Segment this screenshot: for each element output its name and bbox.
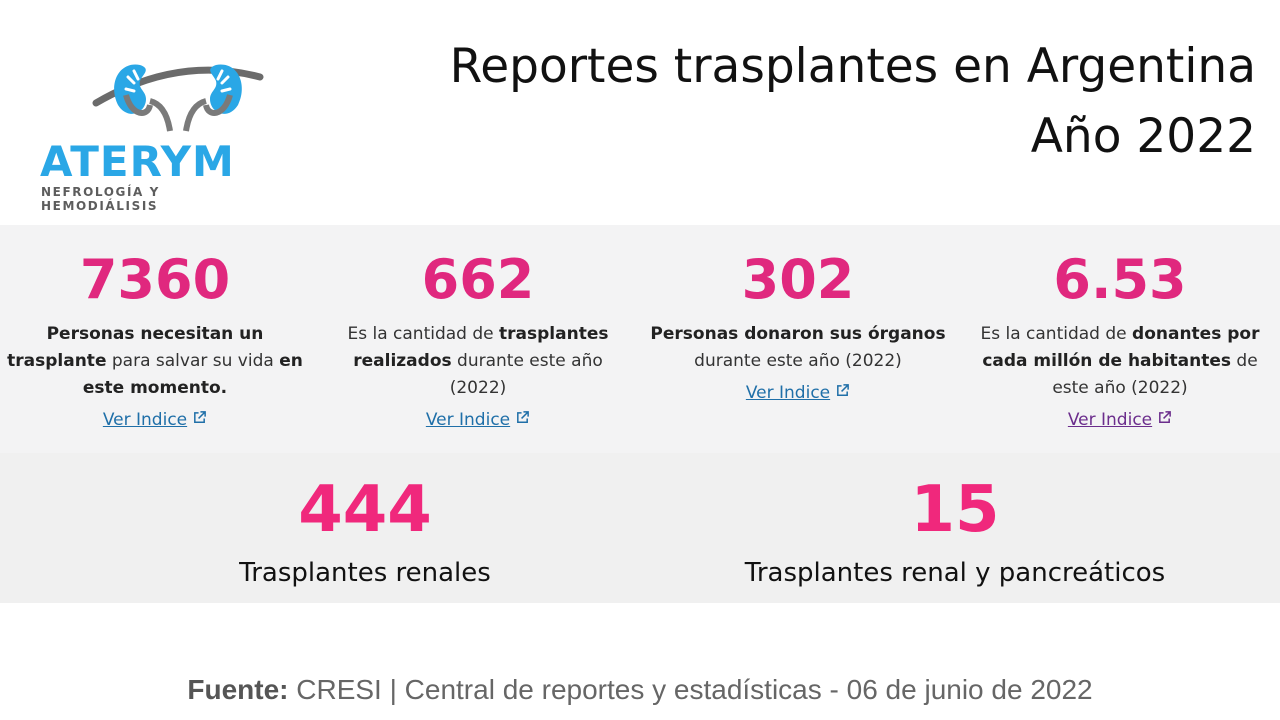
page-title: Reportes trasplantes en Argentina Año 20… [450, 32, 1256, 172]
ver-indice-link[interactable]: Ver Indice [103, 410, 207, 430]
source-footer: Fuente: CRESI | Central de reportes y es… [0, 674, 1280, 706]
external-link-icon [835, 383, 850, 403]
highlights-band [0, 453, 1280, 603]
stat-value: 302 [741, 248, 855, 311]
ver-indice-link[interactable]: Ver Indice [746, 383, 850, 403]
stat-card-transplants: 662 Es la cantidad de trasplantes realiz… [328, 245, 628, 430]
stat-card-patients: 7360 Personas necesitan un trasplante pa… [5, 245, 305, 430]
ver-indice-link[interactable]: Ver Indice [1068, 410, 1172, 430]
highlight-renal-pancreatic: 15 Trasplantes renal y pancreáticos [700, 470, 1210, 588]
title-line-2: Año 2022 [1030, 109, 1256, 164]
highlight-value: 444 [298, 473, 432, 547]
stat-card-donors: 302 Personas donaron sus órganos durante… [648, 245, 948, 403]
stat-card-donors-per-million: 6.53 Es la cantidad de donantes por cada… [970, 245, 1270, 430]
source-label: Fuente: [187, 674, 289, 705]
stat-description-part: durante este año (2022) [449, 351, 603, 398]
stat-description-part: durante este año (2022) [694, 351, 902, 371]
stat-description: Personas necesitan un trasplante para sa… [5, 321, 305, 402]
logo-name: ATERYM [40, 137, 235, 186]
stat-value: 6.53 [1053, 248, 1187, 311]
aterym-logo: ATERYM NEFROLOGÍA Y HEMODIÁLISIS [40, 55, 275, 213]
stat-value: 662 [421, 248, 535, 311]
stat-description: Es la cantidad de trasplantes realizados… [328, 321, 628, 402]
external-link-icon [192, 410, 207, 430]
stat-description-part: para salvar su vida [106, 351, 280, 371]
stat-description-part: trasplantes realizados [353, 324, 609, 371]
title-line-1: Reportes trasplantes en Argentina [449, 39, 1256, 94]
stat-description-part: en este momento. [82, 351, 303, 398]
highlight-label: Trasplantes renal y pancreáticos [744, 558, 1166, 588]
ver-indice-link[interactable]: Ver Indice [426, 410, 530, 430]
stat-description-part: Es la cantidad de [347, 324, 500, 344]
stat-description: Personas donaron sus órganos durante est… [648, 321, 948, 375]
stat-value: 7360 [79, 248, 231, 311]
highlight-label: Trasplantes renales [239, 558, 491, 588]
stats-band [0, 225, 1280, 453]
stat-description-part: donantes por cada millón de habitantes [982, 324, 1260, 371]
stat-description-part: de este año (2022) [1052, 351, 1258, 398]
source-text: CRESI | Central de reportes y estadístic… [288, 674, 1093, 705]
logo-tagline: NEFROLOGÍA Y HEMODIÁLISIS [41, 185, 160, 213]
highlight-value: 15 [910, 473, 1000, 547]
stat-description-part: Personas necesitan un trasplante [7, 324, 264, 371]
stat-description-part: Es la cantidad de [980, 324, 1133, 344]
kidneys-icon [92, 64, 264, 132]
stat-description-part: Personas donaron sus órganos [650, 324, 946, 344]
highlight-renal: 444 Trasplantes renales [190, 470, 540, 588]
external-link-icon [515, 410, 530, 430]
stat-description: Es la cantidad de donantes por cada mill… [970, 321, 1270, 402]
external-link-icon [1157, 410, 1172, 430]
